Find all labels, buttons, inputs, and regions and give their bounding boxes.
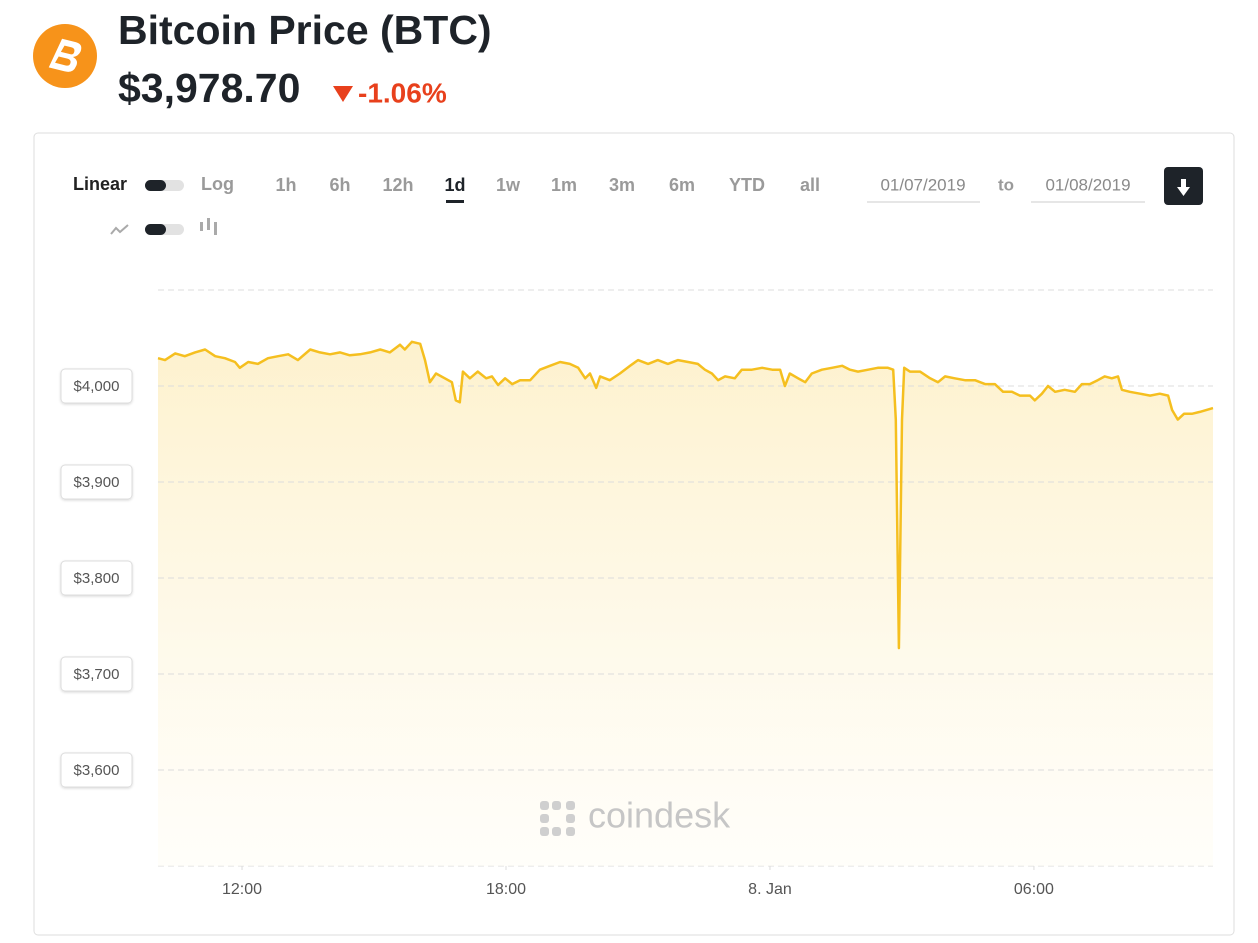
y-tick-box [60, 368, 133, 404]
range-button[interactable]: 1h [275, 175, 296, 195]
range-button[interactable]: 12h [382, 175, 413, 195]
x-tick-label: 06:00 [1014, 881, 1054, 898]
y-tick-label: $3,600 [74, 762, 120, 779]
y-tick-box [60, 464, 133, 500]
chart-style-toggle[interactable] [145, 224, 184, 235]
range-button[interactable]: 1m [551, 175, 577, 195]
download-button[interactable] [1164, 167, 1203, 205]
y-tick-box [60, 752, 133, 788]
y-tick-label: $4,000 [74, 378, 120, 395]
y-tick-label: $3,900 [74, 474, 120, 491]
x-tick-label: 18:00 [486, 881, 526, 898]
range-button[interactable]: 6h [329, 175, 350, 195]
y-tick-label: $3,800 [74, 570, 120, 587]
price-change: -1.06% [358, 77, 447, 108]
log-option[interactable]: Log [201, 174, 234, 194]
watermark: coindesk [588, 795, 731, 836]
price-line [157, 340, 1214, 650]
date-separator: to [998, 175, 1014, 194]
date-to-input[interactable]: 01/08/2019 [1031, 175, 1145, 203]
date-from-input[interactable]: 01/07/2019 [867, 175, 980, 203]
y-tick-box [60, 560, 133, 596]
btc-logo [33, 24, 97, 88]
y-tick-box [60, 656, 133, 692]
range-button[interactable]: YTD [729, 175, 765, 195]
watermark-logo [540, 801, 575, 836]
price: $3,978.70 [118, 65, 300, 111]
y-tick-label: $3,700 [74, 666, 120, 683]
down-arrow [333, 86, 353, 102]
x-tick-label: 12:00 [222, 881, 262, 898]
range-button[interactable]: 3m [609, 175, 635, 195]
x-tick-label: 8. Jan [748, 881, 792, 898]
range-button[interactable]: all [800, 175, 820, 195]
date-from[interactable]: 01/07/2019 [880, 175, 965, 194]
area-fill [158, 341, 1213, 866]
date-to[interactable]: 01/08/2019 [1045, 175, 1130, 194]
linear-option[interactable]: Linear [73, 174, 127, 194]
range-button[interactable]: 1d [444, 175, 465, 195]
range-button[interactable]: 6m [669, 175, 695, 195]
active-underline [446, 200, 464, 203]
range-button[interactable]: 1w [496, 175, 521, 195]
scale-toggle[interactable] [145, 180, 184, 191]
candle-icon[interactable] [200, 218, 217, 235]
page-title: Bitcoin Price (BTC) [118, 7, 492, 53]
line-icon[interactable] [110, 224, 129, 235]
